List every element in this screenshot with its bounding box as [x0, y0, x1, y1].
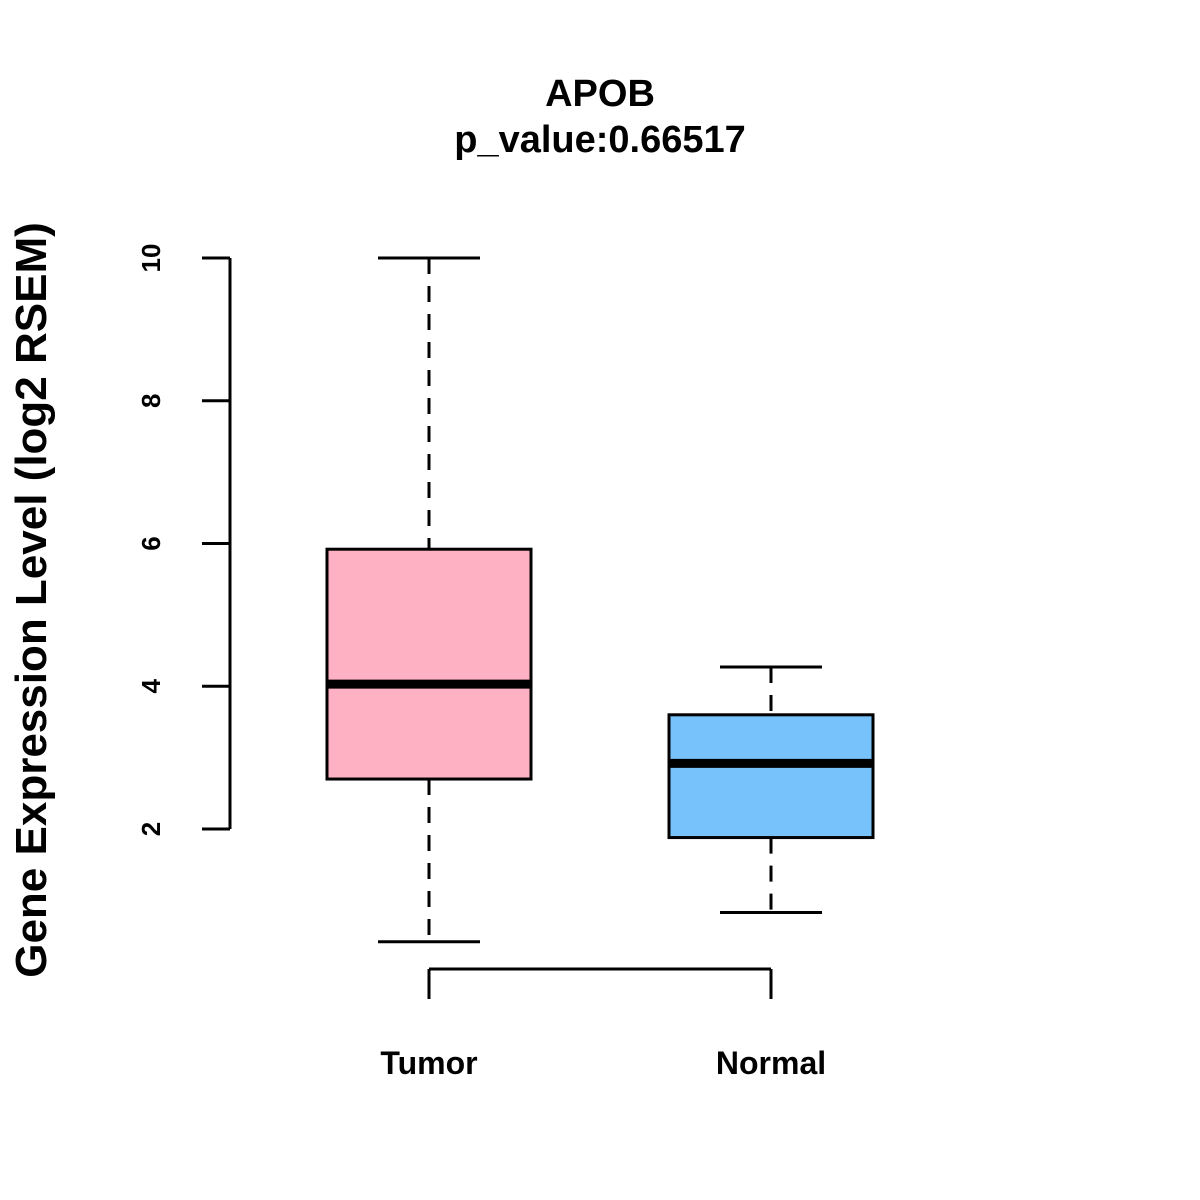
- y-tick-label-10: 10: [136, 244, 166, 273]
- category-label-tumor: Tumor: [380, 1045, 477, 1081]
- boxes: [325, 256, 875, 944]
- normal-iqr-box: [667, 713, 875, 840]
- y-axis: 2 4 6 8 10: [136, 244, 232, 836]
- category-label-normal: Normal: [716, 1045, 826, 1081]
- y-axis-label: Gene Expression Level (log2 RSEM): [7, 222, 56, 978]
- y-tick-label-2: 2: [136, 822, 166, 836]
- tumor-iqr-box: [325, 547, 533, 781]
- chart-subtitle: p_value:0.66517: [454, 119, 746, 161]
- y-tick-label-8: 8: [136, 394, 166, 408]
- chart-title: APOB: [545, 73, 655, 115]
- comparison-bracket: [427, 967, 773, 999]
- category-labels: Tumor Normal: [380, 1045, 826, 1081]
- y-tick-label-6: 6: [136, 536, 166, 550]
- y-tick-label-4: 4: [136, 678, 166, 693]
- box-normal: [667, 665, 875, 915]
- box-tumor: [325, 256, 533, 944]
